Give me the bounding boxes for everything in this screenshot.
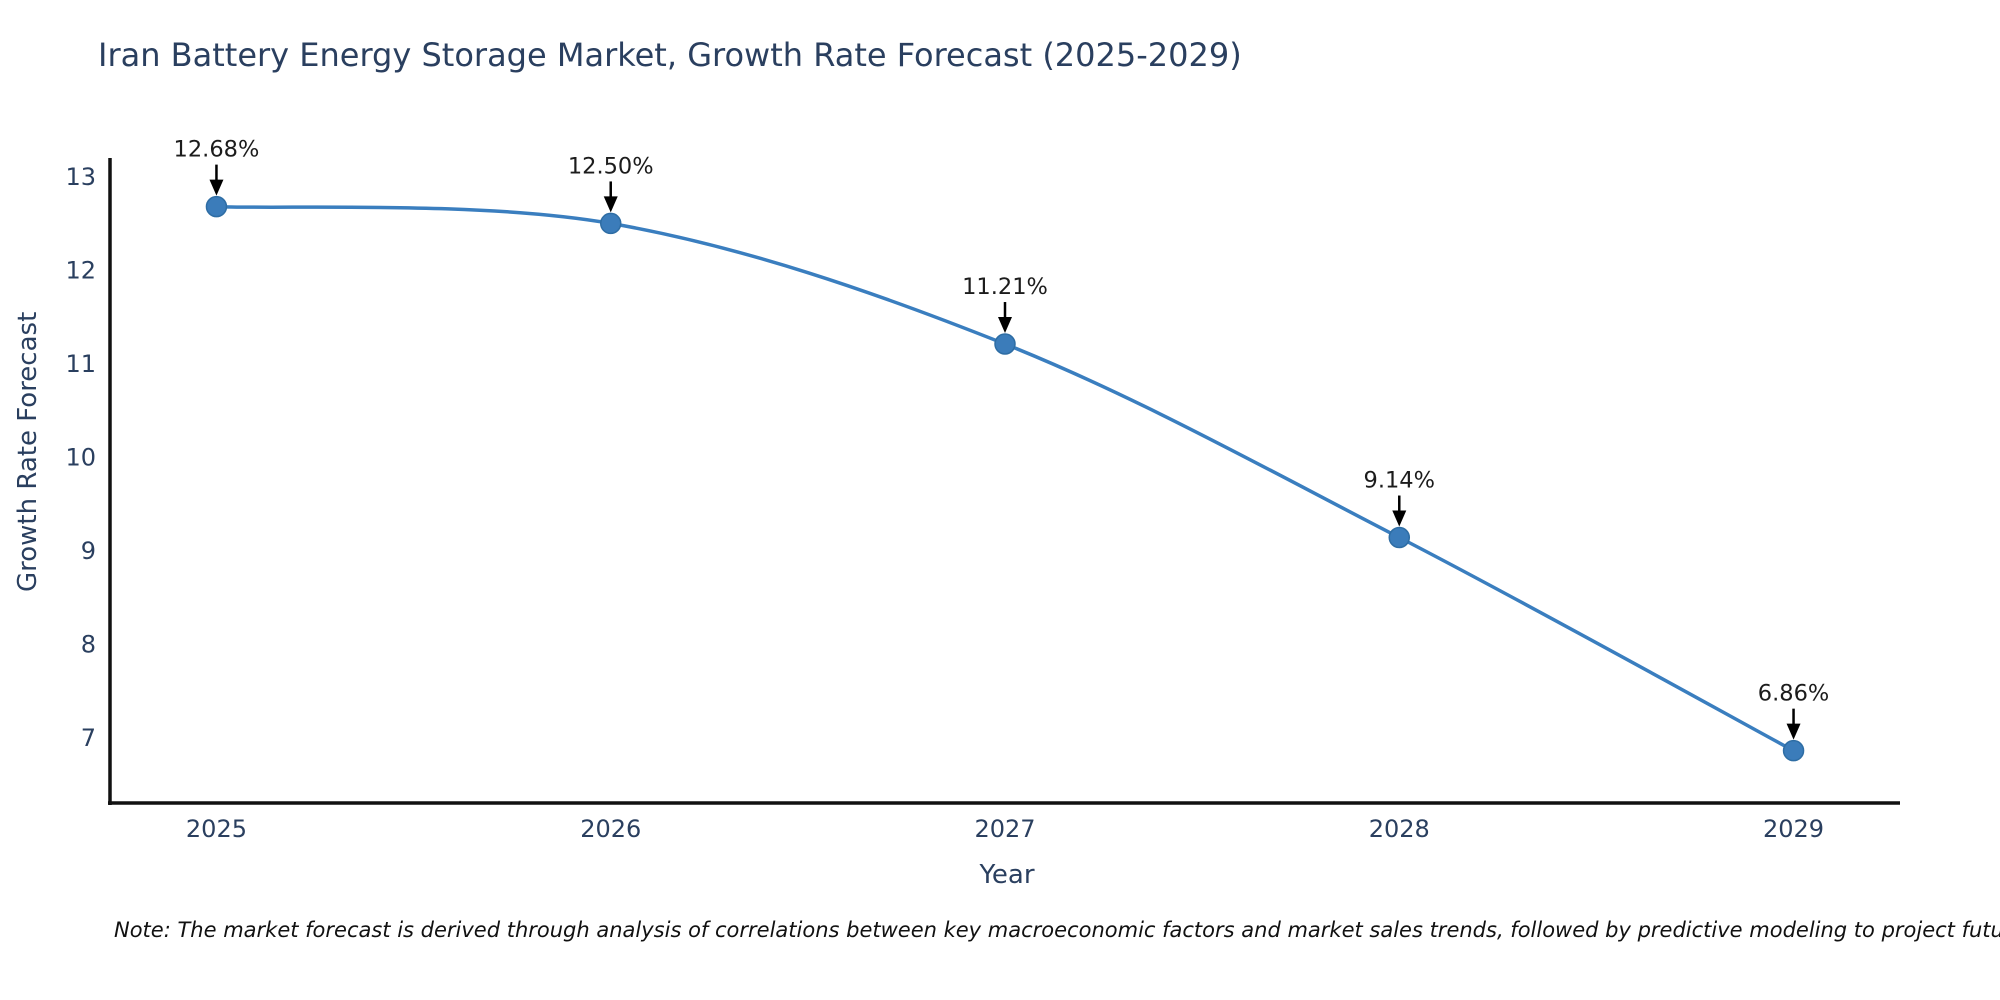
data-point-marker[interactable] (205, 195, 228, 218)
y-axis-tick-label: 13 (65, 163, 96, 191)
annotation-arrowhead-icon (1786, 723, 1801, 740)
annotation-arrowhead-icon (998, 317, 1012, 334)
x-axis-tick-label: 2026 (580, 815, 641, 843)
data-point-marker[interactable] (994, 333, 1016, 355)
annotation-label: 12.50% (568, 153, 654, 179)
data-point-marker[interactable] (1782, 739, 1805, 762)
data-point-marker[interactable] (1388, 526, 1411, 549)
annotation-arrowhead-icon (1392, 510, 1407, 527)
x-axis-tick-label: 2025 (186, 815, 247, 843)
y-axis-tick-label: 12 (65, 257, 96, 285)
x-axis-tick-label: 2028 (1369, 815, 1430, 843)
annotation-label: 11.21% (962, 274, 1048, 300)
x-axis-tick-label: 2027 (974, 815, 1035, 843)
chart-title: Iran Battery Energy Storage Market, Grow… (98, 36, 1242, 74)
annotation-label: 6.86% (1758, 681, 1829, 707)
annotation-arrowhead-icon (603, 196, 618, 213)
x-axis-tick-label: 2029 (1763, 815, 1824, 843)
annotation-label: 12.68% (174, 137, 260, 163)
data-point-marker[interactable] (599, 212, 622, 235)
y-axis-tick-label: 8 (81, 631, 96, 659)
footnote: Note: The market forecast is derived thr… (114, 918, 2000, 942)
y-axis-tick-label: 9 (81, 537, 96, 565)
y-axis-tick-label: 10 (65, 444, 96, 472)
annotation-arrowhead-icon (209, 179, 224, 196)
y-axis-title: Growth Rate Forecast (13, 311, 43, 592)
y-axis-tick-label: 7 (81, 724, 96, 752)
annotation-label: 9.14% (1364, 468, 1435, 494)
y-axis-tick-label: 11 (65, 350, 96, 378)
x-axis-title: Year (979, 860, 1035, 890)
